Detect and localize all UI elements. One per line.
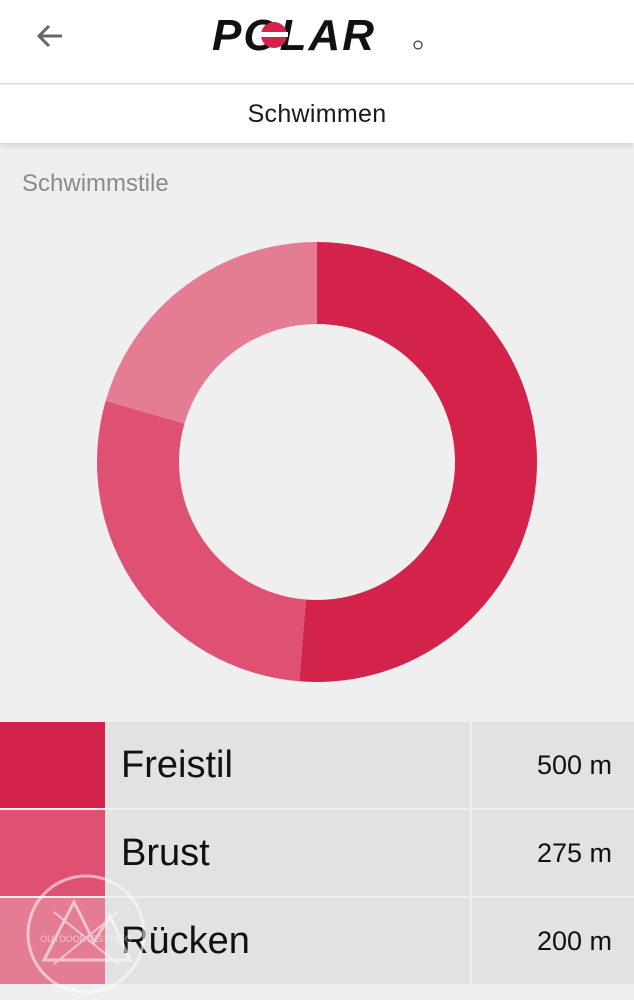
donut-slice-ruecken (105, 242, 318, 424)
arrow-left-icon (36, 24, 62, 48)
legend-value: 275 m (536, 837, 612, 868)
legend: Freistil 500 m Brust 275 m Rücken 200 m (0, 722, 634, 986)
legend-label: Brust (121, 831, 210, 874)
legend-row-freistil[interactable]: Freistil 500 m (0, 722, 634, 808)
legend-label: Rücken (121, 919, 250, 962)
legend-row-brust[interactable]: Brust 275 m (0, 810, 634, 896)
legend-label-cell: Rücken (105, 898, 470, 984)
legend-value-cell: 275 m (472, 810, 634, 896)
legend-value-cell: 200 m (472, 898, 634, 984)
subheader: Schwimmen (0, 85, 634, 143)
svg-text:POLAR: POLAR (212, 12, 376, 58)
legend-value: 200 m (536, 925, 612, 956)
legend-swatch-ruecken (0, 898, 105, 984)
donut-slice-brust (97, 400, 306, 682)
legend-value-cell: 500 m (472, 722, 634, 808)
donut-slice-freistil (299, 242, 538, 682)
section-title: Schwimmstile (22, 170, 169, 197)
legend-swatch-freistil (0, 722, 105, 808)
page-title: Schwimmen (247, 99, 387, 128)
donut-chart (97, 242, 538, 682)
legend-swatch-brust (0, 810, 105, 896)
legend-label-cell: Brust (105, 810, 470, 896)
legend-label: Freistil (121, 743, 233, 786)
legend-label-cell: Freistil (105, 722, 470, 808)
legend-row-ruecken[interactable]: Rücken 200 m (0, 898, 634, 984)
back-button[interactable] (26, 14, 74, 58)
polar-logo: POLAR (210, 11, 426, 60)
legend-value: 500 m (536, 749, 612, 780)
app-header: POLAR (0, 0, 634, 84)
